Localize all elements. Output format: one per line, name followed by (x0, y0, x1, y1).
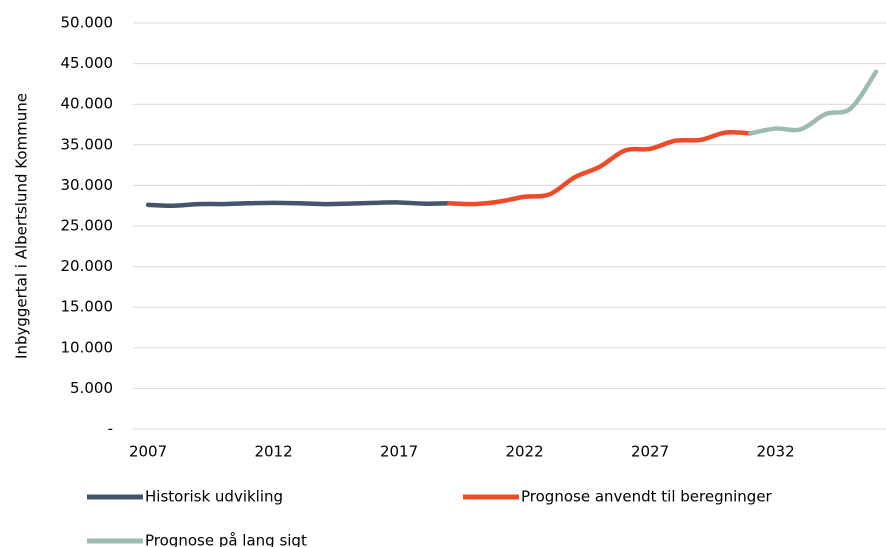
x-tick-label: 2032 (756, 443, 794, 461)
y-tick-label: 10.000 (61, 338, 114, 356)
x-tick-label: 2027 (631, 443, 669, 461)
x-tick-label: 2012 (254, 443, 292, 461)
x-tick-label: 2022 (505, 443, 543, 461)
legend-label: Prognose anvendt til beregninger (521, 488, 773, 506)
series-line (145, 200, 452, 208)
y-tick-label: 40.000 (61, 95, 114, 113)
legend-label: Historisk udvikling (145, 488, 283, 506)
x-tick-label: 2007 (129, 443, 167, 461)
y-tick-label: 50.000 (61, 14, 114, 32)
y-axis-label: Inbyggertal i Albertslund Kommune (13, 93, 31, 359)
y-tick-label: 45.000 (61, 54, 114, 72)
series-line (748, 69, 879, 136)
y-tick-label: 35.000 (61, 135, 114, 153)
y-tick-label: 25.000 (61, 217, 114, 235)
y-tick-label: - (108, 420, 113, 438)
series-line (447, 130, 753, 207)
y-tick-label: 30.000 (61, 176, 114, 194)
x-tick-label: 2017 (380, 443, 418, 461)
y-tick-label: 20.000 (61, 257, 114, 275)
y-tick-label: 15.000 (61, 298, 114, 316)
legend-label: Prognose på lang sigt (145, 532, 307, 547)
y-tick-label: 5.000 (70, 379, 113, 397)
